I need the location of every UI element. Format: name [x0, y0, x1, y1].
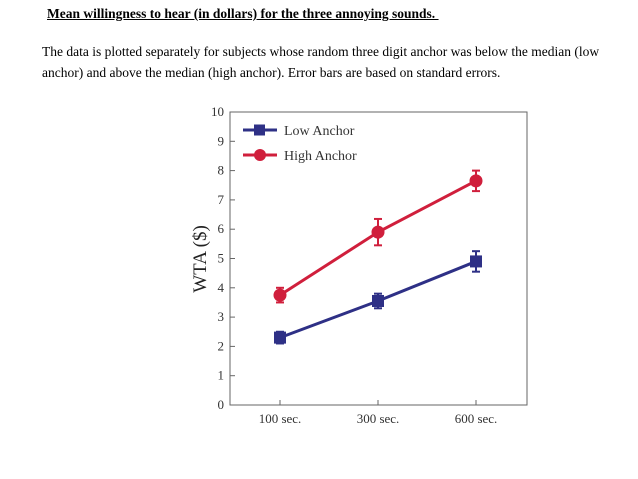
y-tick-label: 0: [218, 397, 225, 412]
y-tick-label: 7: [218, 192, 225, 207]
low-anchor-point: [274, 331, 286, 344]
y-tick-label: 3: [218, 309, 225, 324]
low-anchor-point: [470, 255, 482, 268]
y-tick-label: 4: [218, 280, 225, 295]
legend-marker: [254, 124, 265, 136]
high-anchor-point: [371, 225, 385, 239]
y-axis-label: WTA ($): [190, 225, 211, 293]
low-anchor-point: [372, 294, 384, 307]
y-axis-ticks: 0 1 2 3 4 5 6 7 8 9 10: [211, 104, 235, 412]
y-tick-label: 10: [211, 104, 224, 119]
x-tick-label: 300 sec.: [357, 411, 400, 426]
x-tick-label: 600 sec.: [455, 411, 498, 426]
series-group: [273, 169, 483, 345]
y-tick-label: 1: [218, 368, 225, 383]
legend-marker: [254, 149, 266, 161]
y-tick-label: 5: [218, 251, 225, 266]
chart-description: The data is plotted separately for subje…: [42, 44, 600, 80]
high-anchor-point: [469, 174, 483, 188]
y-tick-label: 6: [218, 221, 225, 236]
high-anchor-point: [273, 288, 287, 302]
y-tick-label: 2: [218, 338, 225, 353]
x-tick-label: 100 sec.: [259, 411, 302, 426]
legend-label: High Anchor: [284, 149, 357, 164]
legend-label: Low Anchor: [284, 124, 355, 139]
page-title: Mean willingness to hear (in dollars) fo…: [47, 6, 439, 21]
legend: Low Anchor High Anchor: [243, 124, 357, 164]
x-axis-ticks: 100 sec. 300 sec. 600 sec.: [259, 400, 498, 426]
y-tick-label: 8: [218, 163, 225, 178]
y-tick-label: 9: [218, 133, 225, 148]
